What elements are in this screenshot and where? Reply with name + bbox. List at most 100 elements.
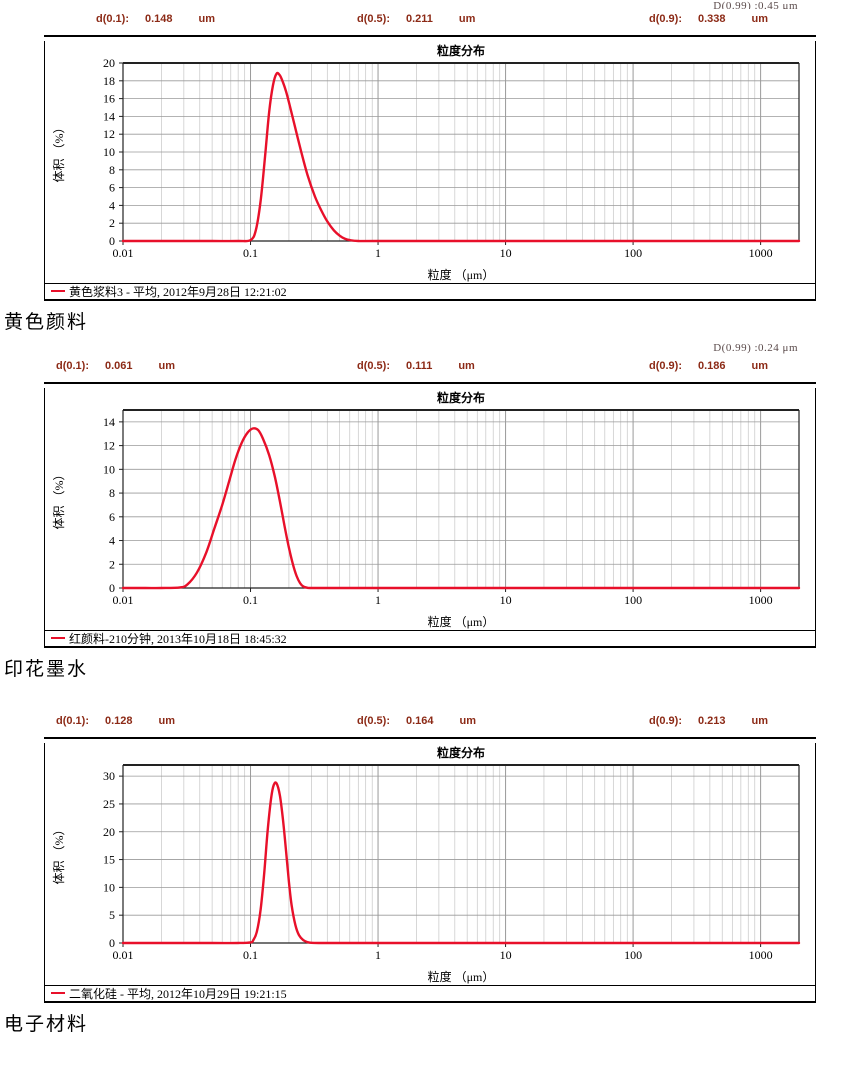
percentile-label: d(0.5): (357, 360, 390, 372)
percentile-value: 0.338 (698, 13, 726, 25)
svg-text:15: 15 (103, 853, 115, 867)
legend-line-swatch-icon (51, 636, 65, 639)
d99-label-1: D(0.99) :0.45 μm (713, 0, 798, 9)
chart-legend-1: 黄色浆料3 - 平均, 2012年9月28日 12:21:02 (45, 283, 815, 300)
svg-text:25: 25 (103, 797, 115, 811)
report-block-3: d(0.1): 0.128 um d(0.5): 0.164 um d(0.9): 0.2… (0, 711, 860, 1036)
percentile-value: 0.164 (406, 715, 434, 727)
legend-label: 红颜料-210分钟, 2013年10月18日 18:45:32 (69, 632, 287, 646)
plot-area-3: 粒度分布 0 5 10 15 20 25 30 0.01 0.1 1 10 100 1000 粒度 （μm）… (45, 743, 815, 985)
percentile-d05-3: d(0.5): 0.164 um (357, 715, 476, 727)
report-caption-2: 印花墨水 (4, 659, 89, 680)
svg-text:1: 1 (375, 948, 381, 962)
svg-text:12: 12 (103, 439, 115, 453)
svg-text:100: 100 (624, 948, 642, 962)
svg-text:4: 4 (109, 534, 115, 548)
svg-text:6: 6 (109, 181, 115, 195)
svg-text:20: 20 (103, 825, 115, 839)
legend-line-swatch-icon (51, 289, 65, 292)
svg-text:5: 5 (109, 908, 115, 922)
percentile-d01-1: d(0.1): 0.148 um (96, 13, 215, 25)
svg-text:0.01: 0.01 (113, 593, 134, 607)
report-caption-1: 黄色颜料 (4, 312, 89, 333)
svg-text:0.1: 0.1 (243, 948, 258, 962)
percentile-label: d(0.5): (357, 13, 390, 25)
svg-text:体积 （%）: 体积 （%） (52, 469, 66, 530)
percentile-row-3: d(0.1): 0.128 um d(0.5): 0.164 um d(0.9): 0.2… (44, 711, 816, 739)
percentile-label: d(0.5): (357, 715, 390, 727)
svg-text:粒度 （μm）: 粒度 （μm） (428, 614, 495, 629)
percentile-value: 0.061 (105, 360, 133, 372)
svg-text:体积 （%）: 体积 （%） (52, 824, 66, 885)
percentile-unit: um (158, 360, 176, 372)
percentile-unit: um (751, 13, 769, 25)
svg-text:18: 18 (103, 74, 115, 88)
percentile-d09-1: d(0.9): 0.338 um (649, 13, 768, 25)
svg-text:20: 20 (103, 56, 115, 70)
svg-text:粒度分布: 粒度分布 (437, 390, 485, 405)
svg-text:0: 0 (109, 581, 115, 595)
svg-text:1000: 1000 (749, 593, 773, 607)
svg-text:1: 1 (375, 246, 381, 260)
percentile-d01-2: d(0.1): 0.061 um (56, 360, 175, 372)
svg-text:体积 （%）: 体积 （%） (52, 122, 66, 183)
chart-container-1: 粒度分布 0 2 4 6 8 10 12 14 16 18 20 0.01 0.1 1 10 100 1000 粒度… (44, 41, 816, 301)
percentile-unit: um (158, 715, 176, 727)
percentile-row-2: d(0.1): 0.061 um d(0.5): 0.111 um d(0.9): 0.1… (44, 356, 816, 384)
svg-text:10: 10 (103, 880, 115, 894)
percentile-unit: um (198, 13, 216, 25)
chart-legend-3: 二氧化硅 - 平均, 2012年10月29日 19:21:15 (45, 985, 815, 1002)
percentile-value: 0.111 (406, 360, 433, 372)
report-block-1: D(0.99) :0.45 μm d(0.1): 0.148 um d(0.5): 0… (0, 0, 860, 334)
percentile-label: d(0.9): (649, 360, 682, 372)
legend-label: 二氧化硅 - 平均, 2012年10月29日 19:21:15 (69, 987, 287, 1001)
svg-text:10: 10 (500, 593, 512, 607)
percentile-value: 0.211 (406, 13, 433, 25)
svg-text:1000: 1000 (749, 246, 773, 260)
svg-text:10: 10 (103, 145, 115, 159)
svg-text:粒度分布: 粒度分布 (437, 43, 485, 58)
svg-text:0.1: 0.1 (243, 246, 258, 260)
svg-text:10: 10 (500, 948, 512, 962)
percentile-d09-3: d(0.9): 0.213 um (649, 715, 768, 727)
legend-line-swatch-icon (51, 991, 65, 994)
svg-text:6: 6 (109, 510, 115, 524)
svg-text:8: 8 (109, 486, 115, 500)
report-block-2: D(0.99) :0.24 μm d(0.1): 0.061 um d(0.5): 0… (0, 342, 860, 681)
svg-text:10: 10 (500, 246, 512, 260)
svg-text:0.01: 0.01 (113, 246, 134, 260)
percentile-label: d(0.9): (649, 13, 682, 25)
svg-text:16: 16 (103, 92, 115, 106)
svg-text:100: 100 (624, 593, 642, 607)
percentile-unit: um (751, 715, 769, 727)
svg-text:1000: 1000 (749, 948, 773, 962)
plot-area-2: 粒度分布 0 2 4 6 8 10 12 14 0.01 0.1 1 10 100 1000 粒度 （μm） 体… (45, 388, 815, 630)
svg-text:12: 12 (103, 127, 115, 141)
percentile-unit: um (459, 715, 477, 727)
percentile-unit: um (751, 360, 769, 372)
percentile-d05-2: d(0.5): 0.111 um (357, 360, 475, 372)
plot-area-1: 粒度分布 0 2 4 6 8 10 12 14 16 18 20 0.01 0.1 1 10 100 1000 粒度… (45, 41, 815, 283)
percentile-label: d(0.9): (649, 715, 682, 727)
chart-legend-2: 红颜料-210分钟, 2013年10月18日 18:45:32 (45, 630, 815, 647)
percentile-value: 0.148 (145, 13, 173, 25)
svg-text:100: 100 (624, 246, 642, 260)
percentile-d09-2: d(0.9): 0.186 um (649, 360, 768, 372)
svg-text:30: 30 (103, 769, 115, 783)
percentile-label: d(0.1): (56, 715, 89, 727)
svg-text:0.1: 0.1 (243, 593, 258, 607)
percentile-unit: um (458, 360, 475, 372)
svg-text:0: 0 (109, 234, 115, 248)
percentile-label: d(0.1): (96, 13, 129, 25)
svg-text:10: 10 (103, 462, 115, 476)
percentile-value: 0.186 (698, 360, 726, 372)
svg-text:14: 14 (103, 109, 115, 123)
percentile-d05-1: d(0.5): 0.211 um (357, 13, 475, 25)
percentile-value: 0.213 (698, 715, 726, 727)
svg-text:粒度 （μm）: 粒度 （μm） (428, 969, 495, 984)
svg-text:粒度 （μm）: 粒度 （μm） (428, 267, 495, 282)
percentile-d01-3: d(0.1): 0.128 um (56, 715, 175, 727)
report-caption-3: 电子材料 (4, 1014, 89, 1035)
svg-text:2: 2 (109, 216, 115, 230)
